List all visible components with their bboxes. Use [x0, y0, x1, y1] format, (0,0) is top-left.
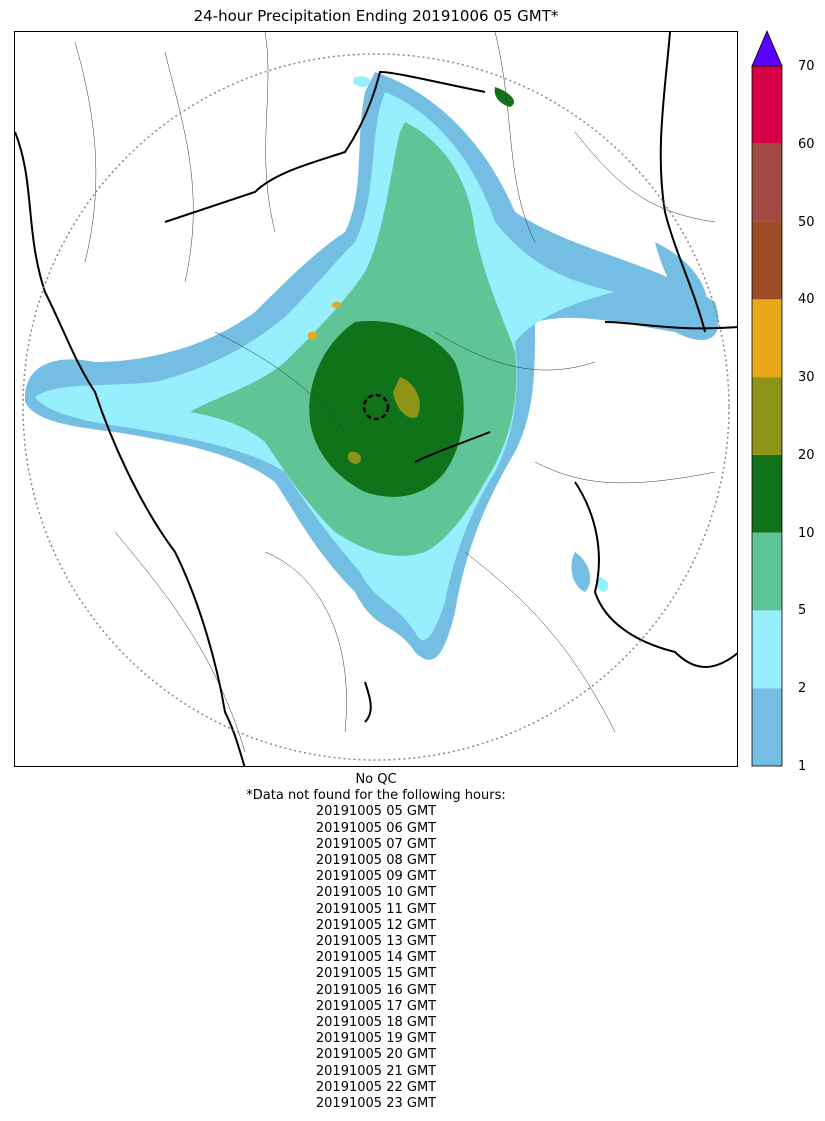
missing-hour-item: 20191005 10 GMT: [315, 885, 437, 901]
colorbar-tick-label: 10: [798, 525, 815, 541]
missing-hour-item: 20191005 11 GMT: [315, 901, 437, 917]
colorbar-bin: [752, 66, 782, 144]
colorbar-bin: [752, 688, 782, 766]
colorbar-tick-label: 70: [798, 59, 815, 74]
missing-hour-item: 20191005 08 GMT: [315, 853, 437, 869]
missing-hour-item: 20191005 21 GMT: [315, 1063, 437, 1079]
missing-hour-item: 20191005 13 GMT: [315, 934, 437, 950]
missing-hours-list: 20191005 05 GMT 20191005 06 GMT 20191005 0…: [0, 804, 752, 1112]
missing-hour-item: 20191005 17 GMT: [315, 998, 437, 1014]
missing-hour-item: 20191005 23 GMT: [315, 1096, 437, 1112]
colorbar-bin: [752, 377, 782, 455]
colorbar-tick-label: 20: [798, 447, 815, 463]
colorbar-tick-label: 30: [798, 370, 815, 386]
colorbar-tick-label: 5: [798, 603, 807, 619]
map-title: 24-hour Precipitation Ending 20191006 05…: [193, 7, 559, 25]
district-boundaries: [74, 32, 716, 753]
state-boundaries: [15, 32, 737, 766]
colorbar-bin: [752, 299, 782, 378]
colorbar-tick-label: 60: [798, 136, 815, 152]
colorbar-bin: [752, 143, 782, 222]
missing-hour-item: 20191005 20 GMT: [315, 1047, 437, 1063]
map-footer: No QC *Data not found for the following …: [0, 772, 752, 1112]
missing-hour-item: 20191005 22 GMT: [315, 1079, 437, 1095]
missing-hour-item: 20191005 12 GMT: [315, 917, 437, 933]
precipitation-map: [14, 31, 738, 767]
precip-olive: [347, 377, 420, 464]
colorbar-bin: [752, 221, 782, 300]
missing-hour-item: 20191005 19 GMT: [315, 1031, 437, 1047]
missing-hour-item: 20191005 15 GMT: [315, 966, 437, 982]
missing-hour-item: 20191005 06 GMT: [315, 820, 437, 836]
missing-hour-item: 20191005 14 GMT: [315, 950, 437, 966]
missing-hour-item: 20191005 07 GMT: [315, 836, 437, 852]
colorbar-bin: [752, 454, 782, 533]
qc-status: No QC: [355, 772, 397, 787]
radar-range-ring: [22, 53, 730, 761]
colorbar-tick-label: 40: [798, 292, 815, 308]
colorbar-bin: [752, 610, 782, 689]
radar-site-marker: [362, 393, 390, 421]
colorbar: [751, 29, 783, 767]
missing-hour-item: 20191005 05 GMT: [315, 804, 437, 820]
missing-hour-item: 20191005 18 GMT: [315, 1015, 437, 1031]
colorbar-tick-label: 50: [798, 214, 815, 230]
map-canvas: [15, 32, 737, 766]
colorbar-tick-label: 1: [798, 759, 807, 774]
colorbar-extend-arrow: [751, 29, 783, 67]
missing-hour-item: 20191005 16 GMT: [315, 982, 437, 998]
missing-data-note: *Data not found for the following hours:: [246, 788, 506, 804]
missing-hour-item: 20191005 09 GMT: [315, 869, 437, 885]
precip-dark-green: [309, 87, 515, 497]
colorbar-bin: [752, 532, 782, 611]
colorbar-tick-label: 2: [798, 681, 807, 697]
precip-orange: [307, 301, 341, 340]
